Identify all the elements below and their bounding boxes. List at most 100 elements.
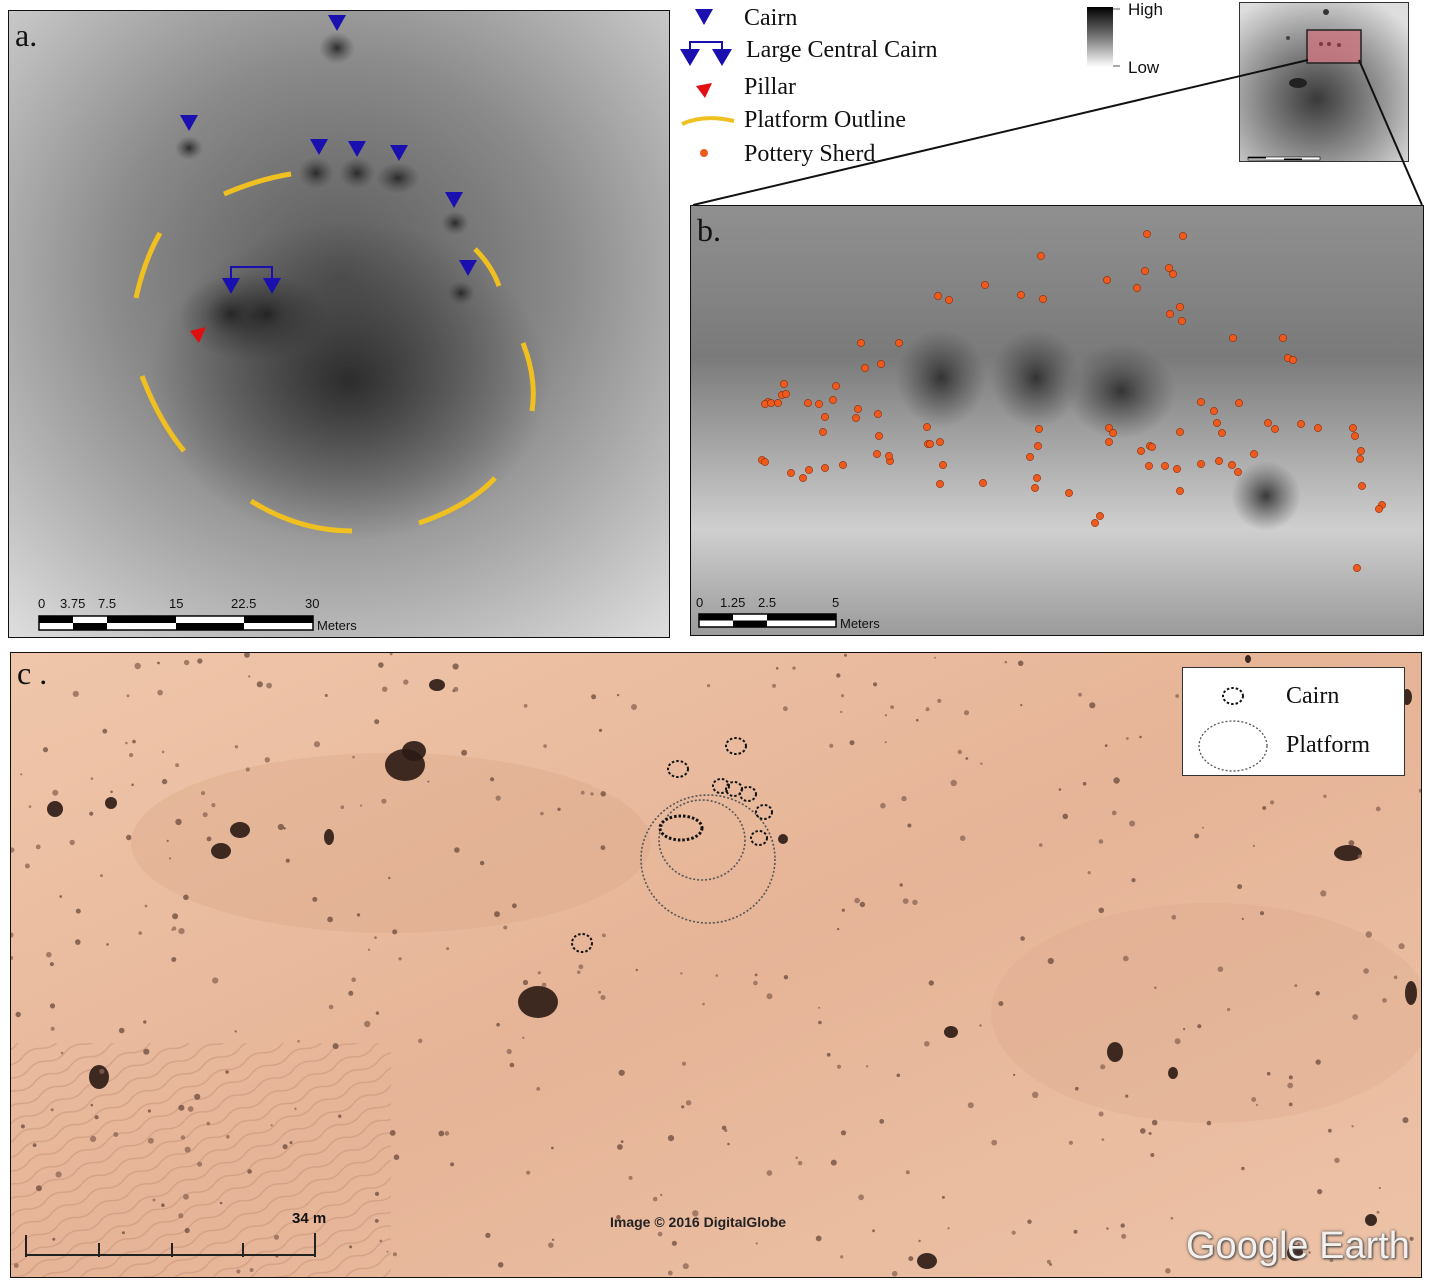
ground-speck	[1032, 1091, 1039, 1098]
ground-speck	[908, 1256, 914, 1262]
ground-speck	[452, 663, 459, 670]
pottery-sherd-point	[1197, 460, 1205, 468]
pottery-sherd-point	[1148, 443, 1156, 451]
ground-speck	[891, 1270, 898, 1277]
ground-speck	[727, 1142, 730, 1146]
pottery-sherd-point	[821, 413, 829, 421]
pottery-sherd-point	[1176, 303, 1184, 311]
ground-speck	[1183, 1028, 1186, 1031]
ground-speck	[598, 990, 602, 994]
ground-speck	[509, 1062, 515, 1068]
ground-speck	[313, 741, 321, 748]
ground-speck	[840, 1130, 847, 1136]
scale-tick-label: 5	[832, 595, 839, 610]
ground-speck	[844, 653, 847, 657]
ground-speck	[50, 1026, 55, 1031]
ground-speck	[1120, 1223, 1125, 1228]
ground-speck	[197, 1161, 203, 1167]
inset-scale-bar	[1247, 156, 1321, 161]
pottery-sherd-point	[804, 399, 812, 407]
shrub	[1245, 655, 1251, 663]
ground-speck	[1288, 1075, 1293, 1080]
shrub	[402, 741, 426, 761]
pottery-sherd-point	[1218, 429, 1226, 437]
ground-speck	[75, 908, 81, 914]
ground-speck	[1075, 1086, 1079, 1091]
ground-speck	[577, 970, 581, 974]
pottery-sherd-point	[885, 452, 893, 460]
ground-speck	[1294, 984, 1298, 988]
ground-speck	[578, 964, 584, 970]
ground-specks	[11, 653, 1421, 1277]
pottery-sherd-point	[1161, 462, 1169, 470]
pottery-sherd-point	[1143, 230, 1151, 238]
panel-c-scale-bar	[25, 1233, 316, 1257]
ground-speck	[1125, 737, 1129, 740]
ground-speck	[20, 773, 23, 776]
pottery-sherd-point	[854, 405, 862, 413]
pottery-sherd-point	[1228, 461, 1236, 469]
ground-speck	[934, 656, 936, 659]
ground-speck	[356, 913, 361, 917]
ground-speck	[590, 792, 594, 796]
ground-speck	[352, 755, 355, 759]
ground-speck	[1365, 931, 1373, 938]
ground-speck	[980, 762, 983, 765]
pottery-sherd-point	[815, 400, 823, 408]
pottery-sherd-point	[1351, 432, 1359, 440]
ground-speck	[126, 834, 132, 841]
ground-speck	[1170, 1216, 1174, 1220]
ground-speck	[418, 1038, 423, 1043]
ground-speck	[772, 683, 776, 688]
ground-speck	[616, 693, 620, 697]
pottery-sherd-point	[1234, 468, 1242, 476]
ground-speck	[1270, 800, 1275, 805]
ground-speck	[1201, 826, 1204, 829]
ground-speck	[143, 1048, 150, 1055]
google-earth-watermark: Google Earth	[1186, 1225, 1410, 1267]
ground-speck	[631, 704, 637, 710]
ground-speck	[795, 1156, 798, 1160]
pottery-sherd-point	[875, 432, 883, 440]
ground-speck	[506, 1048, 512, 1055]
ground-speck	[880, 802, 886, 809]
ground-speck	[1073, 1229, 1078, 1234]
ground-speck	[99, 1068, 105, 1074]
ground-speck	[183, 659, 190, 666]
legend-label-cairn: Cairn	[1286, 683, 1340, 709]
pottery-sherd-point	[1065, 489, 1073, 497]
ground-speck	[1068, 1140, 1073, 1145]
pottery-sherd-point	[1250, 450, 1258, 458]
ground-speck	[183, 1193, 189, 1200]
ground-speck	[600, 845, 606, 851]
ground-speck	[490, 777, 495, 782]
ground-speck	[194, 1093, 201, 1100]
ground-speck	[618, 1069, 625, 1076]
ground-speck	[1122, 955, 1129, 962]
pottery-sherd-point	[1197, 398, 1205, 406]
pottery-sherd-point	[936, 480, 944, 488]
ground-speck	[143, 1020, 147, 1024]
ground-speck	[1129, 820, 1136, 827]
ground-speck	[168, 857, 172, 860]
ground-speck	[94, 1115, 99, 1120]
pottery-sherd-point	[934, 292, 942, 300]
ground-speck	[374, 936, 377, 939]
shrub	[211, 843, 231, 859]
ground-speck	[1087, 871, 1091, 875]
ground-speck	[110, 790, 113, 794]
ground-speck	[178, 928, 185, 935]
ground-speck	[152, 1198, 156, 1202]
ground-speck	[1237, 884, 1243, 890]
pottery-sherd-point	[780, 380, 788, 388]
ground-speck	[1154, 986, 1157, 989]
ground-speck	[1027, 1219, 1032, 1224]
ground-speck	[600, 791, 606, 797]
ground-speck	[50, 1108, 54, 1112]
ground-speck	[495, 795, 501, 801]
ground-speck	[157, 661, 160, 665]
ramp-ticks	[1113, 8, 1120, 67]
ground-speck	[1125, 1094, 1129, 1098]
pottery-sherd-point	[1179, 232, 1187, 240]
ground-speck	[388, 876, 391, 880]
